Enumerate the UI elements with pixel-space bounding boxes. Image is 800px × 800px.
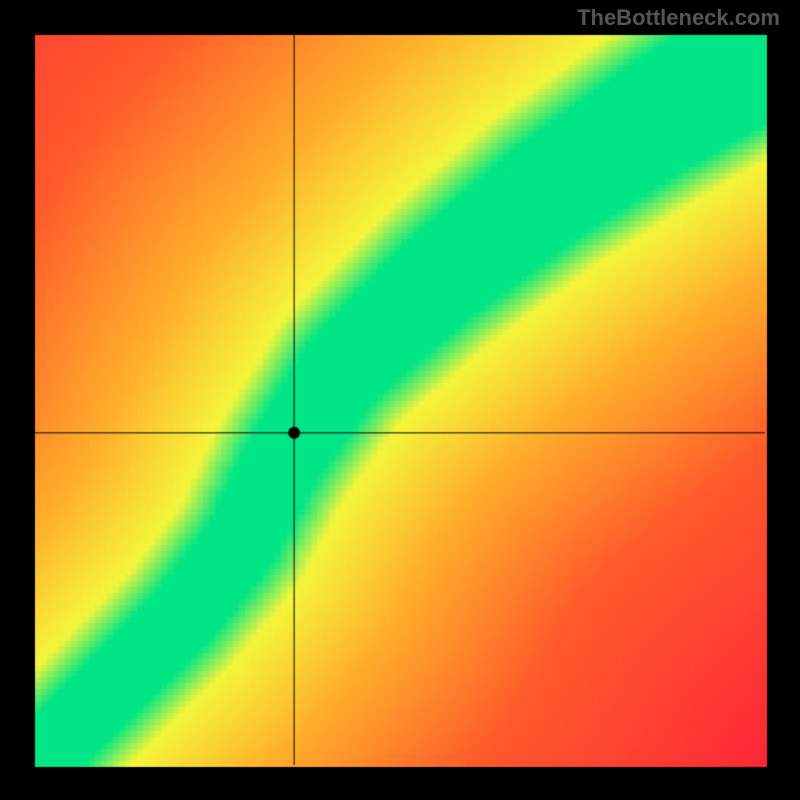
watermark-text: TheBottleneck.com (577, 5, 780, 31)
heatmap-canvas (0, 0, 800, 800)
chart-container: TheBottleneck.com (0, 0, 800, 800)
